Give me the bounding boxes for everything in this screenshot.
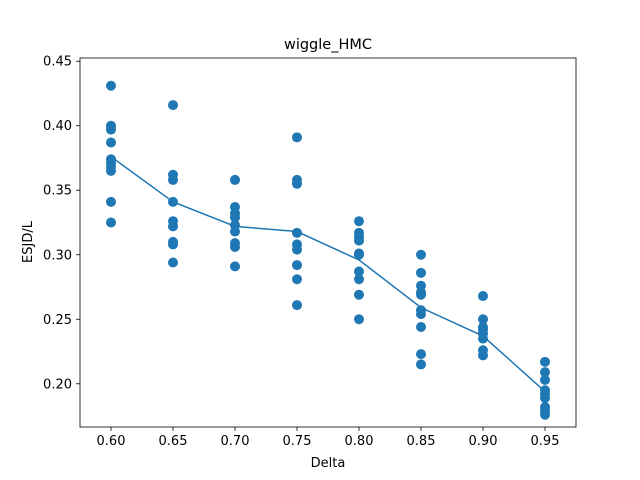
scatter-point bbox=[292, 274, 302, 285]
scatter-point bbox=[230, 226, 240, 237]
mean-line bbox=[110, 156, 546, 393]
y-tick-label: 0.30 bbox=[43, 248, 72, 263]
scatter-point bbox=[106, 137, 116, 148]
scatter-point bbox=[168, 196, 178, 207]
axes-frame bbox=[79, 57, 577, 428]
scatter-point bbox=[416, 359, 426, 370]
scatter-point bbox=[354, 249, 364, 260]
scatter-point bbox=[354, 314, 364, 325]
x-tick-label: 0.75 bbox=[283, 434, 312, 449]
scatter-point bbox=[292, 178, 302, 189]
scatter-point bbox=[416, 309, 426, 320]
scatter-point bbox=[478, 314, 488, 325]
scatter-point bbox=[168, 239, 178, 250]
x-tick-label: 0.80 bbox=[345, 434, 374, 449]
scatter-point bbox=[416, 322, 426, 333]
scatter-point bbox=[354, 289, 364, 300]
x-tick-label: 0.95 bbox=[531, 434, 560, 449]
scatter-point bbox=[540, 367, 550, 378]
scatter-point bbox=[168, 257, 178, 268]
data-marks bbox=[106, 80, 550, 420]
scatter-point bbox=[478, 350, 488, 361]
scatter-point bbox=[230, 261, 240, 272]
scatter-point bbox=[540, 392, 550, 403]
plot-area bbox=[80, 58, 576, 427]
x-tick-label: 0.60 bbox=[97, 434, 126, 449]
scatter-point bbox=[106, 80, 116, 91]
x-tick-label: 0.90 bbox=[469, 434, 498, 449]
scatter-point bbox=[540, 356, 550, 367]
scatter-point bbox=[168, 174, 178, 185]
scatter-point bbox=[292, 260, 302, 271]
scatter-point bbox=[354, 235, 364, 246]
scatter-point bbox=[106, 217, 116, 228]
scatter-point bbox=[168, 221, 178, 232]
scatter-point bbox=[416, 267, 426, 278]
scatter-point bbox=[292, 132, 302, 143]
y-tick-label: 0.40 bbox=[43, 119, 72, 134]
x-tick-label: 0.65 bbox=[159, 434, 188, 449]
scatter-point bbox=[540, 374, 550, 385]
scatter-point bbox=[292, 244, 302, 255]
scatter-point bbox=[292, 300, 302, 311]
y-tick-label: 0.35 bbox=[43, 184, 72, 199]
scatter-point bbox=[416, 349, 426, 360]
scatter-point bbox=[478, 291, 488, 302]
y-tick-label: 0.45 bbox=[43, 55, 72, 70]
scatter-point bbox=[354, 266, 364, 277]
scatter-point bbox=[106, 196, 116, 207]
chart-title: wiggle_HMC bbox=[284, 37, 372, 53]
scatter-point bbox=[168, 100, 178, 111]
scatter-point bbox=[292, 227, 302, 238]
y-tick-label: 0.25 bbox=[43, 313, 72, 328]
x-axis-label: Delta bbox=[311, 456, 346, 471]
scatter-point bbox=[354, 216, 364, 227]
scatter-point bbox=[540, 409, 550, 420]
scatter-point bbox=[106, 124, 116, 135]
x-tick-label: 0.85 bbox=[407, 434, 436, 449]
y-axis-label: ESJD/L bbox=[21, 220, 36, 263]
scatter-point bbox=[354, 274, 364, 285]
scatter-point bbox=[106, 165, 116, 176]
scatter-point bbox=[230, 212, 240, 223]
scatter-point bbox=[230, 174, 240, 185]
x-tick-label: 0.70 bbox=[221, 434, 250, 449]
scatter-point bbox=[416, 289, 426, 300]
y-tick-label: 0.20 bbox=[43, 377, 72, 392]
axes: 0.60 0.65 0.70 0.75 0.80 0.85 0.90 0.95 0.20 0.25… bbox=[43, 55, 577, 449]
scatter-point bbox=[478, 333, 488, 344]
scatter-point bbox=[416, 249, 426, 260]
scatter-point bbox=[230, 242, 240, 253]
